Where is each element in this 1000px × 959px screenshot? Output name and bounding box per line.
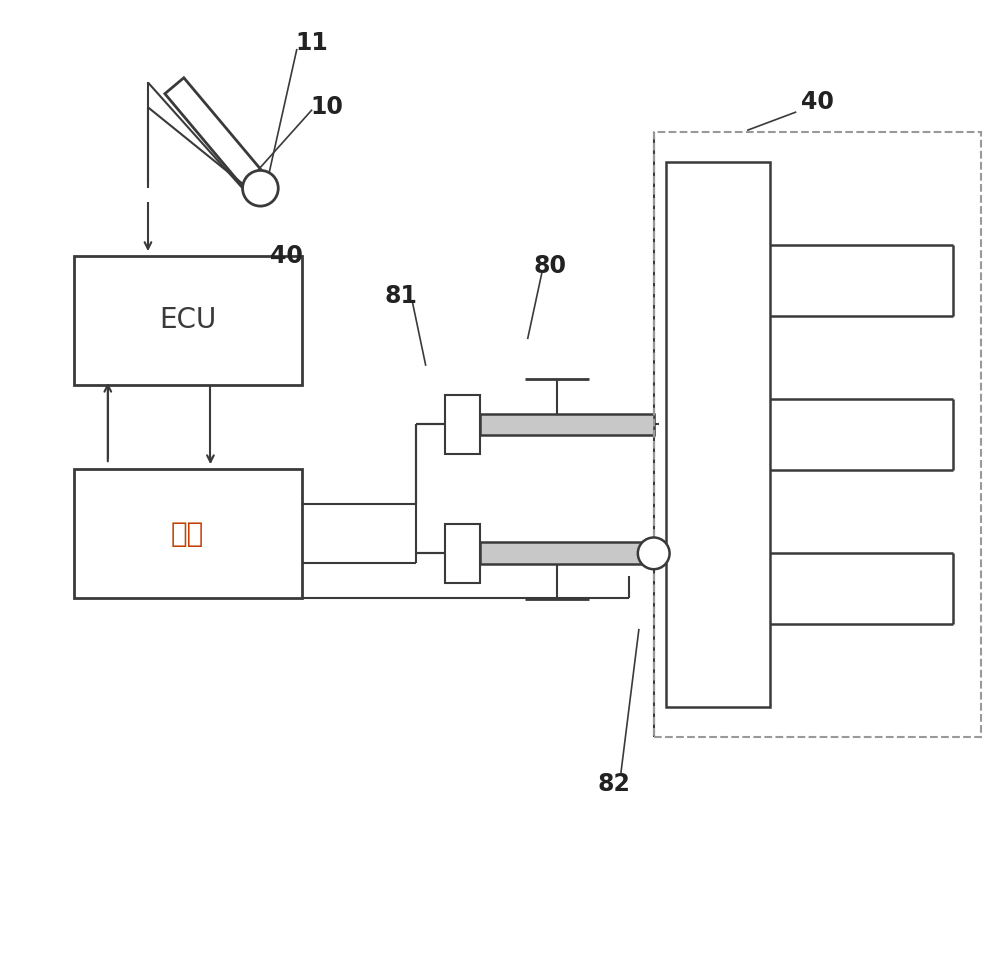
Text: 82: 82 <box>598 772 630 796</box>
Bar <box>445 395 480 455</box>
Bar <box>445 524 480 583</box>
Bar <box>654 132 981 737</box>
Text: 11: 11 <box>295 31 328 55</box>
Bar <box>666 162 770 707</box>
Circle shape <box>638 537 670 570</box>
Text: ECU: ECU <box>159 306 216 335</box>
Bar <box>74 469 302 598</box>
Text: 80: 80 <box>533 254 566 278</box>
Bar <box>74 256 302 385</box>
Bar <box>480 543 654 564</box>
Text: 马达: 马达 <box>171 520 204 548</box>
Text: 81: 81 <box>384 284 417 308</box>
Text: 40: 40 <box>270 244 303 268</box>
Text: 40: 40 <box>801 90 834 114</box>
Bar <box>480 413 654 435</box>
Circle shape <box>243 171 278 206</box>
Text: 10: 10 <box>310 95 343 119</box>
